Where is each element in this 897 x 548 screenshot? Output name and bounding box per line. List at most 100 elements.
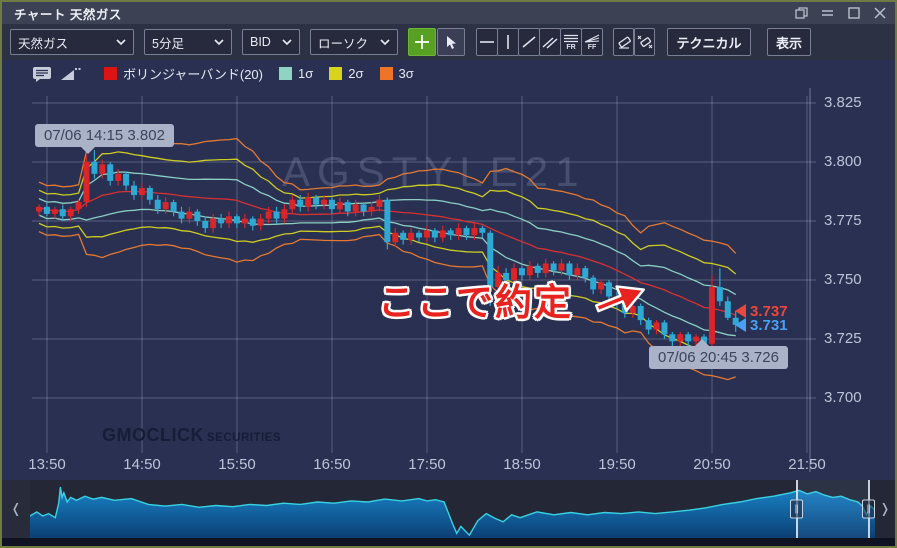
legend-swatch xyxy=(104,67,117,80)
broker-logo-suffix: SECURITIES xyxy=(207,432,282,444)
y-axis-label: 3.775 xyxy=(824,212,862,229)
execution-arrow-icon xyxy=(594,285,645,313)
x-axis-label: 13:50 xyxy=(28,456,66,473)
parallel-lines-icon xyxy=(542,37,558,49)
chart-type-select-value: ローソク xyxy=(318,36,369,51)
vertical-line-icon xyxy=(507,35,509,49)
bid-price-marker: 3.731 xyxy=(735,317,788,334)
x-axis-label: 15:50 xyxy=(218,456,256,473)
horizontal-line-tool-button[interactable] xyxy=(476,28,498,56)
fibonacci-retracement-tool-button[interactable]: FR xyxy=(560,28,582,56)
indicator-legend: ボリンジャーバンド(20) 1σ 2σ 3σ xyxy=(30,64,414,83)
low-price-tooltip-text: 07/06 20:45 3.726 xyxy=(658,349,779,366)
high-price-tooltip-text: 07/06 14:15 3.802 xyxy=(44,127,165,144)
y-axis-label: 3.825 xyxy=(824,94,862,111)
eraser-all-button[interactable] xyxy=(634,28,655,56)
legend-swatch xyxy=(329,67,343,80)
chevron-down-icon xyxy=(282,39,292,45)
navigator-selected-range[interactable] xyxy=(796,480,868,538)
navigator-area-chart[interactable] xyxy=(30,480,875,538)
broker-logo: GMOCLICK SECURITIES xyxy=(102,425,281,446)
display-button-label: 表示 xyxy=(775,35,802,51)
legend-label: 1σ xyxy=(298,66,314,81)
y-axis-label: 3.725 xyxy=(824,330,862,347)
chevron-down-icon xyxy=(380,39,390,45)
x-axis-label: 18:50 xyxy=(503,456,541,473)
y-axis-label: 3.800 xyxy=(824,153,862,170)
scroll-left-button[interactable]: ❬ xyxy=(2,480,30,538)
y-axis-label: 3.700 xyxy=(824,389,862,406)
ask-price-marker: 3.737 xyxy=(735,303,788,320)
trend-line-icon xyxy=(522,36,536,48)
candlestick-plot xyxy=(32,88,816,472)
handle-grip-icon: ∥ xyxy=(790,499,803,519)
y-axis-label: 3.750 xyxy=(824,271,862,288)
technical-button[interactable]: テクニカル xyxy=(667,28,751,56)
low-price-tooltip: 07/06 20:45 3.726 xyxy=(649,339,788,369)
fibonacci-fan-tool-button[interactable]: FF xyxy=(581,28,603,56)
maximize-icon[interactable] xyxy=(846,7,861,20)
draw-tools-group: FR FF xyxy=(476,28,603,56)
display-button[interactable]: 表示 xyxy=(767,28,811,56)
execution-note: ここで約定 xyxy=(378,282,573,323)
eraser-button[interactable] xyxy=(613,28,634,56)
toolbar: 天然ガス 5分足 BID ローソク xyxy=(2,24,895,60)
popout-window-icon[interactable] xyxy=(794,7,809,20)
range-navigator[interactable]: ∥ ∥ ❬ ❭ xyxy=(2,480,895,538)
chart-area[interactable]: AGSTYLE21 ボリンジャーバンド(20) 1σ 2σ xyxy=(2,60,895,480)
legend-item-bollinger: ボリンジャーバンド(20) xyxy=(104,64,263,83)
comment-icon[interactable] xyxy=(30,65,54,82)
legend-item-1sigma: 1σ xyxy=(279,66,313,81)
timeframe-select-value: 5分足 xyxy=(152,36,184,51)
x-axis-label: 17:50 xyxy=(408,456,446,473)
legend-label: ボリンジャーバンド(20) xyxy=(123,67,263,82)
chart-type-select[interactable]: ローソク xyxy=(310,29,398,55)
candles xyxy=(36,150,739,356)
chevron-down-icon xyxy=(116,39,126,45)
legend-item-3sigma: 3σ xyxy=(379,66,414,81)
navigator-right-handle[interactable]: ∥ xyxy=(862,480,875,538)
parallel-lines-tool-button[interactable] xyxy=(539,28,561,56)
cursor-icon xyxy=(447,35,456,49)
legend-swatch xyxy=(279,67,292,80)
navigator-left-handle[interactable]: ∥ xyxy=(790,480,803,538)
window-controls xyxy=(794,7,887,20)
crosshair-icon xyxy=(415,35,429,49)
trend-line-tool-button[interactable] xyxy=(518,28,540,56)
window-title: チャート 天然ガス xyxy=(14,7,122,22)
vertical-line-tool-button[interactable] xyxy=(497,28,519,56)
cursor-tool-button[interactable] xyxy=(437,28,465,56)
x-axis-label: 19:50 xyxy=(598,456,636,473)
scroll-right-button[interactable]: ❭ xyxy=(879,501,891,516)
technical-button-label: テクニカル xyxy=(676,35,742,51)
legend-item-2sigma: 2σ xyxy=(329,66,364,81)
chevron-down-icon xyxy=(214,39,224,45)
ask-triangle-icon xyxy=(735,304,746,319)
crosshair-tool-button[interactable] xyxy=(408,28,436,56)
bid-triangle-icon xyxy=(735,318,746,333)
bottom-strip xyxy=(2,538,895,546)
x-axis-label: 16:50 xyxy=(313,456,351,473)
close-icon[interactable] xyxy=(872,7,887,20)
price-type-select[interactable]: BID xyxy=(242,29,300,55)
eraser-icon xyxy=(617,36,631,49)
horizontal-line-icon xyxy=(480,41,494,43)
bid-price-label: 3.731 xyxy=(750,316,788,334)
handle-grip-icon: ∥ xyxy=(862,499,875,519)
high-price-tooltip: 07/06 14:15 3.802 xyxy=(35,124,174,154)
ask-price-label: 3.737 xyxy=(750,302,788,320)
symbol-select-value: 天然ガス xyxy=(18,36,69,51)
eraser-all-icon xyxy=(637,35,652,49)
price-type-select-value: BID xyxy=(250,35,271,49)
minimize-icon[interactable] xyxy=(820,7,835,20)
x-axis-label: 14:50 xyxy=(123,456,161,473)
symbol-select[interactable]: 天然ガス xyxy=(10,29,134,55)
fr-label: FR xyxy=(566,43,576,51)
x-axis-label: 20:50 xyxy=(693,456,731,473)
ff-label: FF xyxy=(587,43,597,51)
x-axis-label: 21:50 xyxy=(788,456,826,473)
fibonacci-retracement-icon xyxy=(564,34,578,42)
drawing-tool-icon[interactable] xyxy=(59,65,83,82)
legend-swatch xyxy=(379,67,393,80)
timeframe-select[interactable]: 5分足 xyxy=(144,29,232,55)
